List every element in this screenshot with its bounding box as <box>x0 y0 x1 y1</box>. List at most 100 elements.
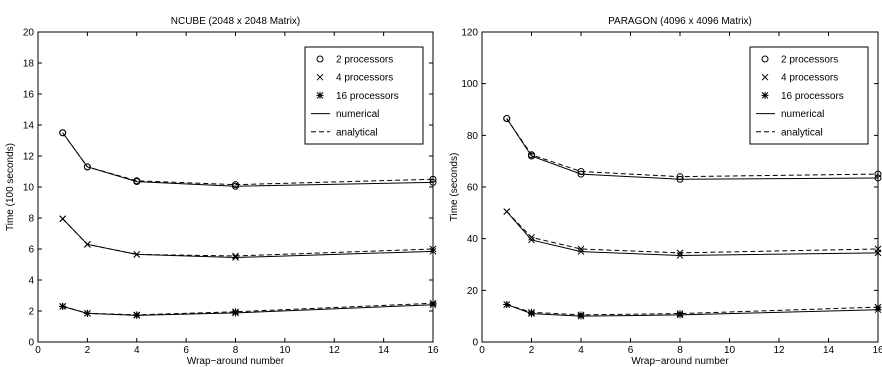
y-tick-label: 12 <box>23 152 35 163</box>
x-tick-label: 12 <box>329 345 341 356</box>
legend-box <box>304 46 424 145</box>
legend-label: analytical <box>336 127 378 138</box>
numerical-point <box>577 248 585 255</box>
analytical-line <box>62 218 434 257</box>
legend-marker <box>316 55 324 63</box>
legend-label: 2 processors <box>336 55 393 66</box>
x-tick-label: 2 <box>529 345 535 356</box>
x-tick-label: 4 <box>578 345 584 356</box>
x-tick-label: 8 <box>233 345 239 356</box>
legend-label: 2 processors <box>781 55 838 66</box>
y-tick-label: 8 <box>28 214 34 225</box>
analytical-point <box>133 251 141 258</box>
y-tick-label: 20 <box>23 28 35 39</box>
y-tick-label: 10 <box>23 183 35 194</box>
legend-label: 4 processors <box>336 73 393 84</box>
analytical-point <box>232 308 239 316</box>
y-tick-label: 14 <box>23 121 35 132</box>
chart-panel-1: NCUBE (2048 x 2048 Matrix) 0 2 4 6 8 10 12 14 16 0… <box>5 16 439 367</box>
legend: 2 processors 4 processors 16 processors num… <box>749 46 869 145</box>
legend-item: analytical <box>756 127 823 138</box>
analytical-point <box>429 299 437 307</box>
x-tick-label: 0 <box>479 345 485 356</box>
numerical-line <box>506 211 879 256</box>
analytical-point <box>528 151 535 159</box>
analytical-point <box>874 303 882 311</box>
analytical-point <box>874 170 882 178</box>
y-axis-label: Time (100 seconds) <box>5 143 16 231</box>
x-tick-label: 16 <box>872 345 882 356</box>
series-2-processors <box>59 129 437 190</box>
analytical-point <box>83 163 91 171</box>
analytical-point <box>874 245 882 253</box>
analytical-point <box>59 129 67 137</box>
x-tick-label: 8 <box>677 345 683 356</box>
analytical-point <box>528 234 535 241</box>
y-tick-label: 6 <box>28 245 34 256</box>
legend-marker <box>761 55 769 63</box>
legend-marker <box>316 91 324 99</box>
analytical-point <box>503 208 511 215</box>
x-tick-label: 2 <box>85 345 91 356</box>
x-axis-label: Wrap−around number <box>631 356 729 367</box>
numerical-line <box>62 218 434 259</box>
numerical-point <box>874 174 882 182</box>
y-axis-label: Time (seconds) <box>449 153 460 222</box>
x-tick-label: 16 <box>427 345 439 356</box>
analytical-point <box>429 175 437 183</box>
legend-label: 16 processors <box>781 91 844 102</box>
x-tick-label: 6 <box>628 345 634 356</box>
legend: 2 processors 4 processors 16 processors num… <box>304 46 424 145</box>
x-tick-label: 12 <box>773 345 785 356</box>
chart-panel-2: PARAGON (4096 x 4096 Matrix) 0 2 4 6 8 10 12 14 1… <box>449 16 882 367</box>
y-tick-label: 100 <box>461 79 478 90</box>
x-tick-label: 4 <box>134 345 140 356</box>
analytical-point <box>59 302 67 310</box>
x-tick-label: 10 <box>724 345 736 356</box>
series-2-processors <box>503 115 882 183</box>
analytical-line <box>62 132 434 186</box>
chart-title: NCUBE (2048 x 2048 Matrix) <box>171 16 301 27</box>
numerical-point <box>676 175 684 183</box>
legend-item: numerical <box>311 109 379 120</box>
legend-marker <box>761 73 769 81</box>
legend-item: analytical <box>311 127 378 138</box>
legend-marker <box>761 91 769 99</box>
legend-item: 4 processors <box>316 73 393 84</box>
analytical-point <box>577 168 585 175</box>
numerical-line <box>62 304 434 316</box>
analytical-line <box>62 302 434 316</box>
y-tick-label: 60 <box>467 183 479 194</box>
legend-label: numerical <box>336 109 379 120</box>
y-tick-label: 80 <box>467 131 479 142</box>
analytical-point <box>676 249 684 257</box>
series-16-processors <box>59 299 437 319</box>
analytical-point <box>232 181 239 189</box>
analytical-line <box>506 304 879 316</box>
x-tick-label: 10 <box>279 345 291 356</box>
numerical-line <box>506 304 879 317</box>
y-tick-label: 16 <box>23 90 35 101</box>
analytical-point <box>676 173 684 181</box>
y-tick-label: 2 <box>28 307 34 318</box>
x-axis-label: Wrap−around number <box>187 356 285 367</box>
legend-item: 2 processors <box>316 55 393 66</box>
y-tick-label: 40 <box>467 234 479 245</box>
legend-box <box>749 46 869 145</box>
legend-item: 16 processors <box>761 91 844 102</box>
y-tick-label: 20 <box>467 286 479 297</box>
numerical-point <box>232 254 239 261</box>
x-tick-label: 14 <box>823 345 835 356</box>
x-tick-label: 0 <box>35 345 41 356</box>
y-tick-label: 4 <box>28 276 34 287</box>
analytical-point <box>503 115 511 123</box>
legend-label: 16 processors <box>336 91 399 102</box>
x-tick-label: 6 <box>183 345 189 356</box>
numerical-point <box>577 170 585 178</box>
legend-item: 2 processors <box>761 55 838 66</box>
chart-title: PARAGON (4096 x 4096 Matrix) <box>608 16 752 27</box>
numerical-point <box>528 236 535 244</box>
legend-marker <box>316 73 324 81</box>
analytical-line <box>506 211 879 254</box>
